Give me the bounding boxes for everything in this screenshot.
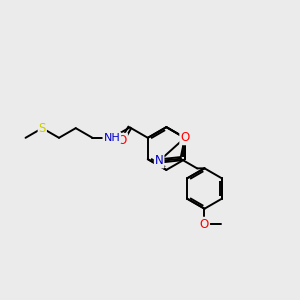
- Text: S: S: [39, 122, 46, 135]
- Text: O: O: [180, 131, 190, 144]
- Text: NH: NH: [103, 133, 120, 143]
- Text: N: N: [155, 154, 164, 167]
- Text: O: O: [200, 218, 209, 231]
- Text: O: O: [118, 134, 127, 147]
